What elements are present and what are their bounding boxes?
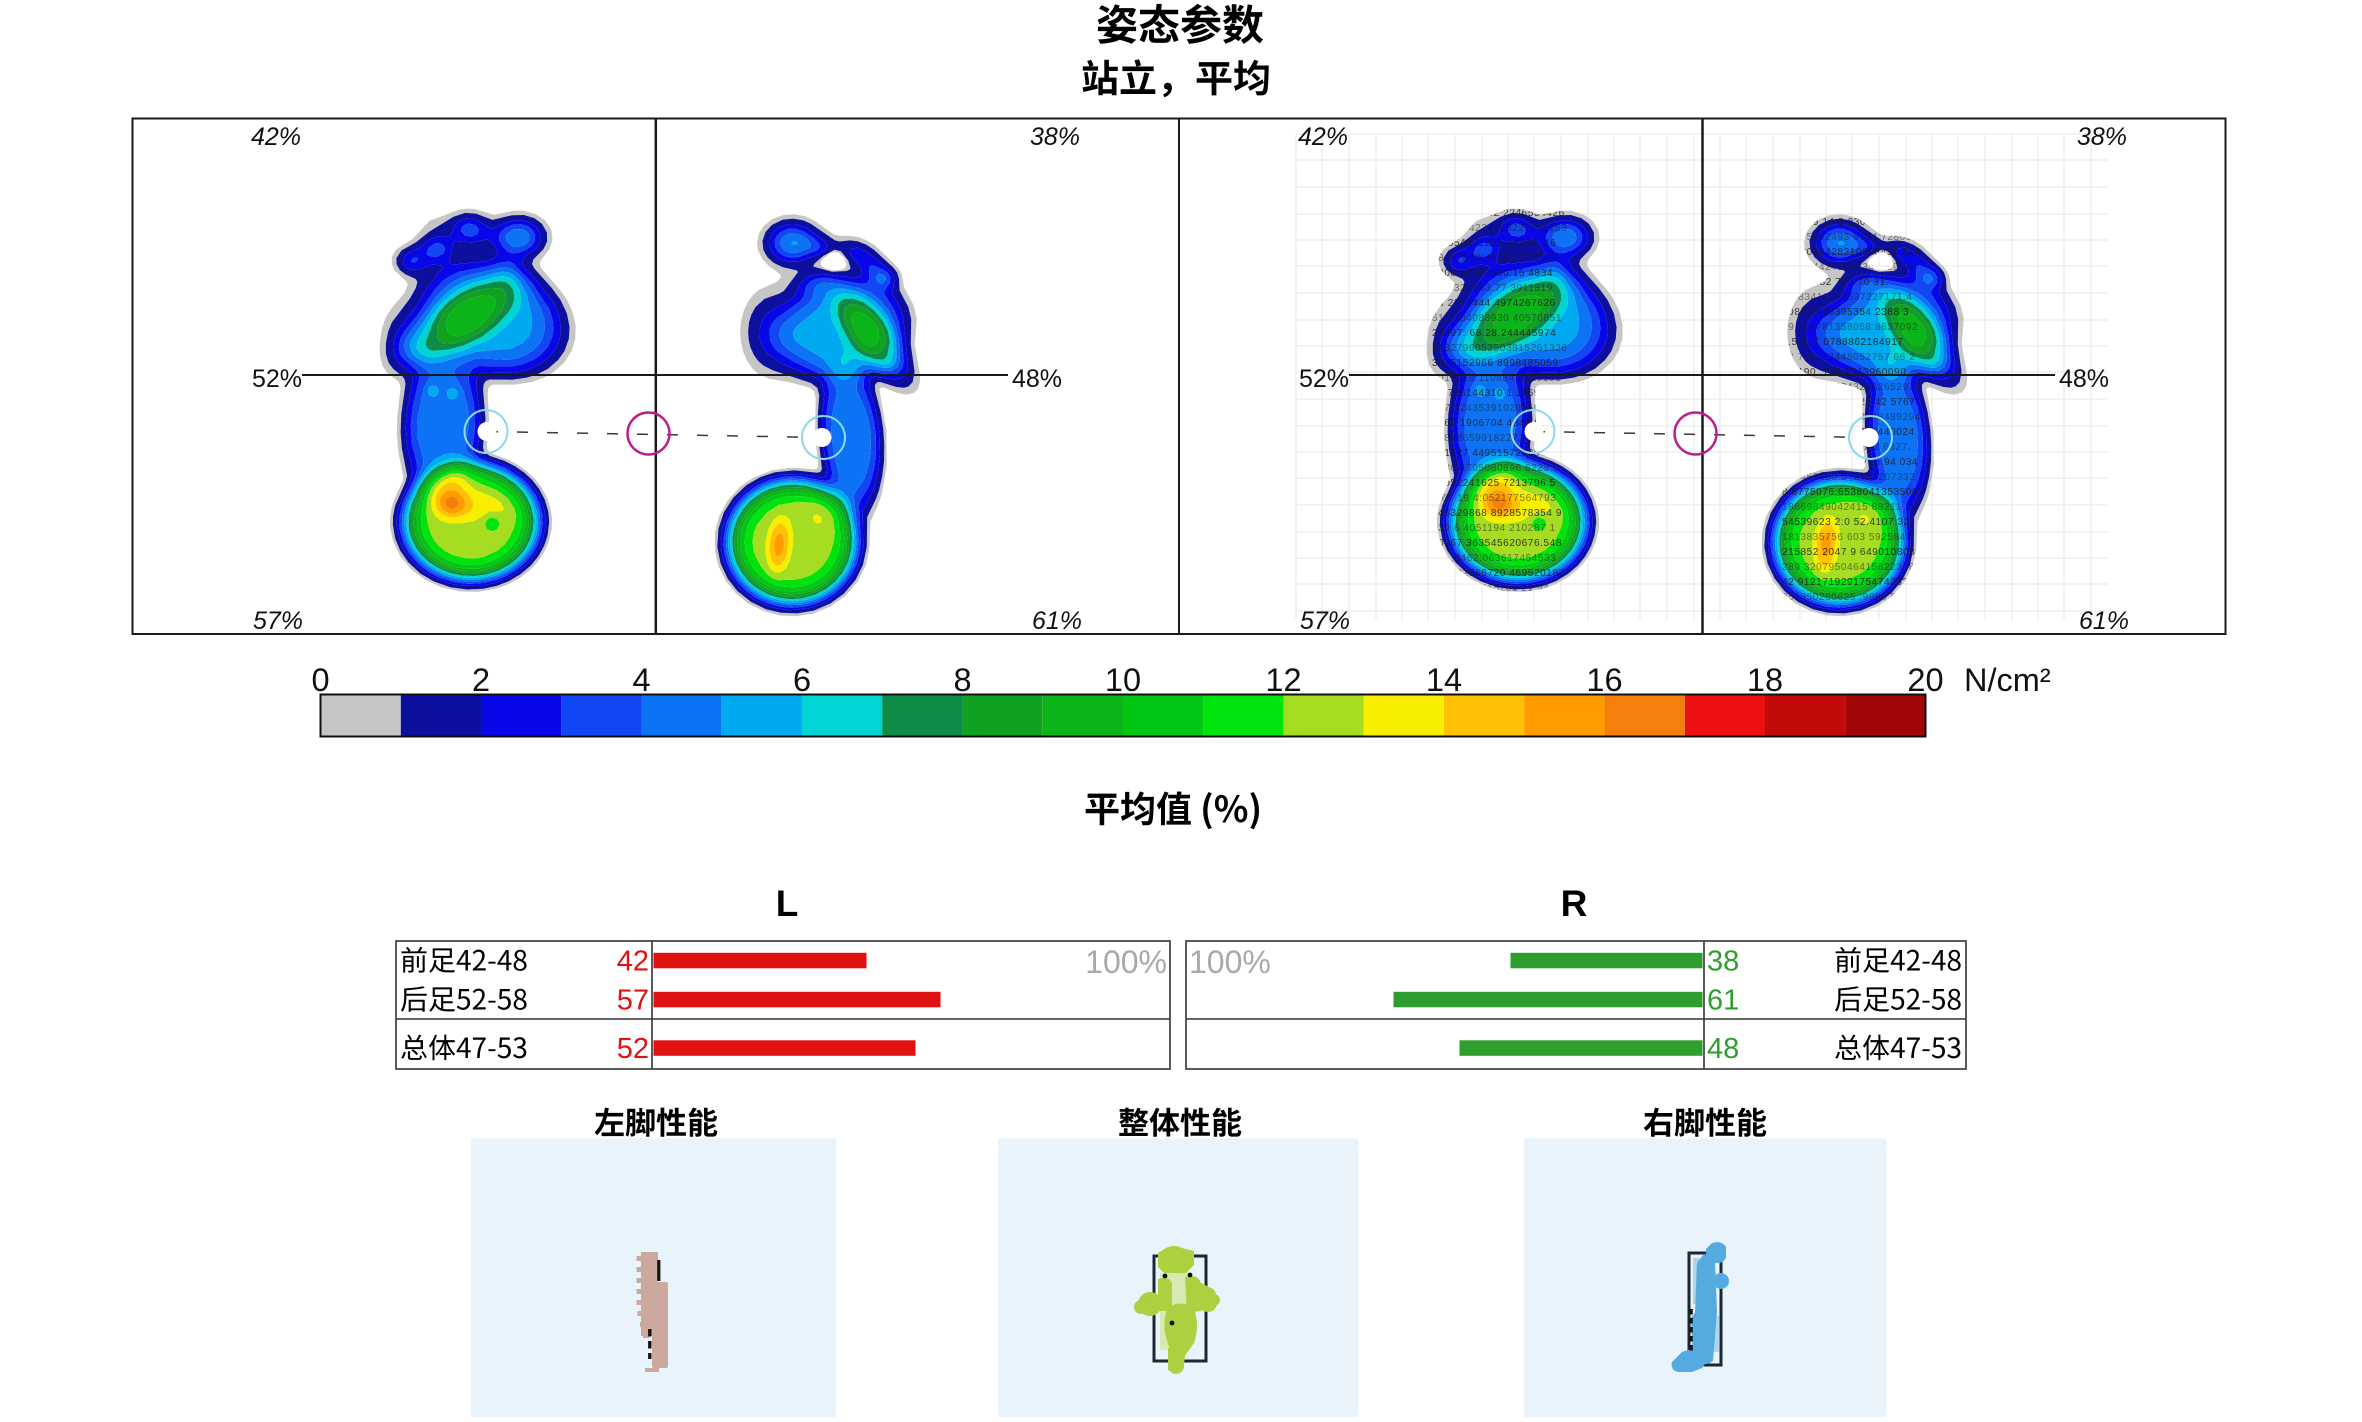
svg-text:3 4190 .748 8513960090: 3 4190 .748 8513960090	[1782, 367, 1906, 378]
svg-text:42%: 42%	[1298, 123, 1348, 151]
svg-text:100%: 100%	[1189, 944, 1271, 980]
svg-text:12: 12	[1265, 662, 1301, 698]
svg-text:0454844241887344089 53: 0454844241887344089 53	[1782, 262, 1915, 273]
svg-text:2: 2	[472, 662, 490, 698]
svg-text:61: 61	[1707, 985, 1739, 1017]
svg-text:087453880.5 :8842207332: 087453880.5 :8842207332	[1782, 472, 1915, 483]
svg-text:30067 363545620676.548: 30067 363545620676.548	[1432, 538, 1562, 549]
svg-text:98482315242 2246534426: 98482315242 2246534426	[1432, 208, 1565, 219]
svg-text:48%: 48%	[2059, 365, 2109, 393]
svg-text:70375692493 9754:728096: 70375692493 9754:728096	[1782, 232, 1918, 243]
svg-text:51.3384083930 40570851: 51.3384083930 40570851	[1432, 313, 1562, 324]
svg-text:61%: 61%	[2079, 607, 2129, 635]
svg-text:39.726781358058:8637092: 39.726781358058:8637092	[1782, 322, 1918, 333]
svg-text:38%: 38%	[2077, 123, 2127, 151]
svg-text:42 91217192917547423283: 42 91217192917547423283	[1782, 577, 1921, 588]
svg-text:48: 48	[1707, 1033, 1739, 1065]
svg-text:5083 1490395354 2388 3: 5083 1490395354 2388 3	[1782, 307, 1909, 318]
svg-text:18: 18	[1747, 662, 1783, 698]
svg-text:8 8775076:6538041353500: 8 8775076:6538041353500	[1782, 487, 1918, 498]
svg-text:1 0736144310 1 116951:: 1 0736144310 1 116951:	[1432, 388, 1556, 399]
svg-text:7180 1705080896 6229.0: 7180 1705080896 6229.0	[1432, 463, 1559, 474]
svg-text:4963 1906704 4844 9971: 4963 1906704 4844 9971	[1432, 418, 1559, 429]
svg-text:57%: 57%	[1300, 607, 1350, 635]
svg-text:10: 10	[1105, 662, 1141, 698]
svg-text:83 763223448052757 66 2: 83 763223448052757 66 2	[1782, 352, 1915, 363]
svg-text:946329868 8928578354 9: 946329868 8928578354 9	[1432, 508, 1562, 519]
svg-text:N/cm²: N/cm²	[1964, 662, 2051, 698]
svg-text:6.5:2. 7 0788862184917: 6.5:2. 7 0788862184917	[1782, 337, 1904, 348]
svg-text:20: 20	[1907, 662, 1943, 698]
svg-text:7052029428210003496 814: 7052029428210003496 814	[1782, 247, 1921, 258]
svg-text:8: 8	[953, 662, 971, 698]
svg-text:2132796052503815261326: 2132796052503815261326	[1432, 343, 1568, 354]
svg-text:2363774234423227758163: 2363774234423227758163	[1432, 223, 1568, 234]
svg-text:52%: 52%	[1299, 365, 1349, 393]
svg-text:939 6 4051194 210287 1: 939 6 4051194 210287 1	[1432, 523, 1556, 534]
svg-text:38%: 38%	[1030, 123, 1080, 151]
svg-text:759869 14 8:2301 77412: 759869 14 8:2301 77412	[1782, 217, 1906, 228]
svg-text:568002566720 469520187: 568002566720 469520187	[1432, 568, 1565, 579]
svg-text:66 2277444 4974267626: 66 2277444 4974267626	[1432, 298, 1556, 309]
svg-text:42%: 42%	[251, 123, 301, 151]
svg-text:54539623 2:0 52.4107 32: 54539623 2:0 52.4107 32	[1782, 517, 1910, 528]
svg-text:1813835756 603 5925842: 1813835756 603 5925842	[1782, 532, 1912, 543]
svg-text:16: 16	[1586, 662, 1622, 698]
svg-text:98482840:44380 0 77536: 98482840:44380 0 77536	[1432, 253, 1559, 264]
svg-text:4 .:83412772537227171.4: 4 .:83412772537227171.4	[1782, 292, 1913, 303]
svg-text:9012028:110884:5029131: 9012028:110884:5029131	[1432, 373, 1561, 384]
svg-text:57%: 57%	[253, 607, 303, 635]
svg-text:1:67 19 4:052177564793: 1:67 19 4:052177564793	[1432, 493, 1556, 504]
svg-text:251350260625 :9680 5731: 251350260625 :9680 5731	[1782, 592, 1915, 603]
svg-text:61%: 61%	[1032, 607, 1082, 635]
svg-text:9 87 6882 76 : 70 31.: 9 87 6882 76 : 70 31.	[1782, 277, 1889, 288]
svg-text:8488865991822710 85076: 8488865991822710 85076	[1432, 433, 1565, 444]
svg-text:5908 52932390:15 4834: 5908 52932390:15 4834	[1432, 268, 1553, 279]
svg-text:6: 6	[793, 662, 811, 698]
svg-text:69:932 :883.77 3911819: 69:932 :883.77 3911819	[1432, 283, 1553, 294]
svg-text:517 124353910296609818: 517 124353910296609818	[1432, 403, 1565, 414]
svg-text:52: 52	[617, 1033, 649, 1065]
svg-text:82.054371252 33262 .16: 82.054371252 33262 .16	[1432, 238, 1556, 249]
svg-text:38: 38	[1707, 946, 1739, 978]
svg-text:18869849042415 88211 .8: 18869849042415 88211 .8	[1782, 502, 1915, 513]
svg-text:3875152966 8998485059:: 3875152966 8998485059:	[1432, 358, 1562, 369]
svg-text:289 3207950464156223186: 289 3207950464156223186	[1782, 562, 1921, 573]
svg-text:52%: 52%	[252, 365, 302, 393]
svg-text:R: R	[1561, 883, 1588, 924]
svg-text:100%: 100%	[1085, 944, 1167, 980]
svg-text:1 3 :9462:063617454533: 1 3 :9462:063617454533	[1432, 553, 1556, 564]
svg-text:4: 4	[632, 662, 650, 698]
svg-text:215852 2047 9 649010808: 215852 2047 9 649010808	[1782, 547, 1915, 558]
svg-text:26397: 68.28.244445974: 26397: 68.28.244445974	[1432, 328, 1556, 339]
svg-text:0: 0	[311, 662, 329, 698]
svg-text:57: 57	[617, 985, 649, 1017]
svg-text:02952241625 7213796 5: 02952241625 7213796 5	[1432, 478, 1556, 489]
svg-text:48%: 48%	[1012, 365, 1062, 393]
svg-text:121527 44951572189405: 121527 44951572189405	[1432, 448, 1559, 459]
svg-text:L: L	[776, 883, 799, 924]
svg-text:42: 42	[617, 946, 649, 978]
svg-text:14: 14	[1426, 662, 1462, 698]
